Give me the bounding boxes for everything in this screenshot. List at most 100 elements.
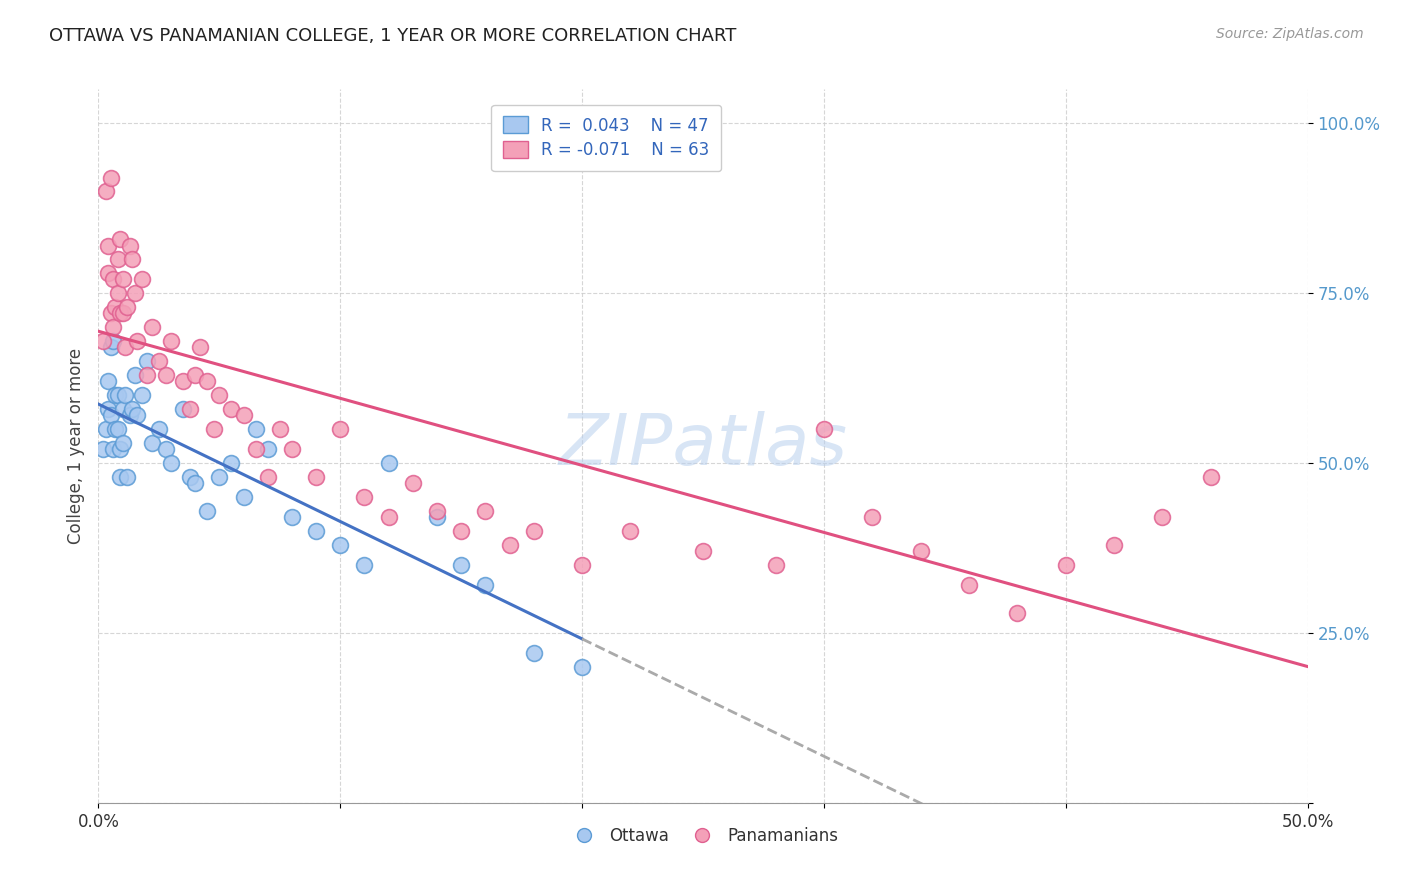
Point (107, 422, 129, 436)
Point (121, 252, 143, 266)
Point (111, 401, 134, 416)
Point (204, 422, 226, 436)
Point (402, 476, 425, 491)
Point (1199, 469, 1222, 483)
Point (148, 422, 170, 436)
Point (148, 354, 170, 368)
Point (195, 503, 218, 517)
Point (127, 409, 149, 423)
Point (114, 388, 136, 402)
Point (1152, 510, 1174, 524)
Point (101, 334, 124, 348)
Point (619, 524, 641, 538)
Point (269, 422, 291, 436)
Point (245, 442, 267, 457)
Point (172, 401, 194, 416)
Point (107, 286, 129, 301)
Point (94, 422, 117, 436)
Point (450, 524, 472, 538)
Point (245, 422, 267, 436)
Point (232, 490, 254, 504)
Point (97, 266, 120, 280)
Point (692, 544, 714, 558)
Point (305, 524, 328, 538)
Point (121, 401, 143, 416)
Point (107, 252, 129, 266)
Point (305, 469, 328, 483)
Point (101, 272, 124, 286)
Point (100, 341, 122, 355)
Point (426, 503, 449, 517)
Point (155, 368, 177, 382)
Point (208, 469, 231, 483)
Point (141, 320, 163, 334)
Point (860, 510, 883, 524)
Point (377, 456, 399, 470)
Point (172, 375, 194, 389)
Point (111, 435, 134, 450)
Point (179, 401, 201, 416)
Point (118, 409, 141, 423)
Point (281, 442, 304, 457)
Point (910, 544, 932, 558)
Point (1054, 558, 1077, 572)
Point (111, 272, 134, 286)
Point (813, 422, 835, 436)
Point (160, 334, 183, 348)
Text: Source: ZipAtlas.com: Source: ZipAtlas.com (1216, 27, 1364, 41)
Point (195, 375, 218, 389)
Point (114, 341, 136, 355)
Point (117, 469, 139, 483)
Point (188, 341, 211, 355)
Point (100, 409, 122, 423)
Point (329, 537, 352, 551)
Point (131, 388, 153, 402)
Point (117, 300, 139, 314)
Point (329, 422, 352, 436)
Y-axis label: College, 1 year or more: College, 1 year or more (66, 348, 84, 544)
Point (97, 238, 120, 252)
Point (97, 375, 120, 389)
Point (160, 456, 183, 470)
Point (184, 368, 207, 382)
Point (474, 578, 496, 592)
Point (184, 476, 207, 491)
Point (523, 524, 546, 538)
Point (208, 388, 231, 402)
Point (101, 442, 124, 457)
Point (104, 300, 127, 314)
Point (94, 184, 117, 198)
Point (232, 409, 254, 423)
Point (101, 320, 124, 334)
Text: ZIPatlas: ZIPatlas (558, 411, 848, 481)
Point (221, 456, 243, 470)
Point (104, 422, 127, 436)
Point (118, 238, 141, 252)
Point (179, 469, 201, 483)
Point (135, 354, 157, 368)
Point (97, 401, 120, 416)
Point (571, 660, 593, 674)
Point (353, 558, 375, 572)
Point (127, 334, 149, 348)
Point (108, 469, 131, 483)
Point (100, 170, 122, 185)
Point (124, 286, 146, 301)
Point (124, 368, 146, 382)
Point (1102, 537, 1125, 551)
Point (256, 469, 278, 483)
Text: OTTAWA VS PANAMANIAN COLLEGE, 1 YEAR OR MORE CORRELATION CHART: OTTAWA VS PANAMANIAN COLLEGE, 1 YEAR OR … (49, 27, 737, 45)
Point (571, 558, 593, 572)
Point (141, 435, 163, 450)
Point (450, 558, 472, 572)
Point (474, 503, 496, 517)
Point (107, 388, 129, 402)
Point (91, 334, 114, 348)
Point (256, 442, 278, 457)
Point (377, 510, 399, 524)
Point (91, 442, 114, 457)
Point (765, 558, 787, 572)
Point (426, 510, 449, 524)
Point (100, 306, 122, 320)
Point (1007, 606, 1029, 620)
